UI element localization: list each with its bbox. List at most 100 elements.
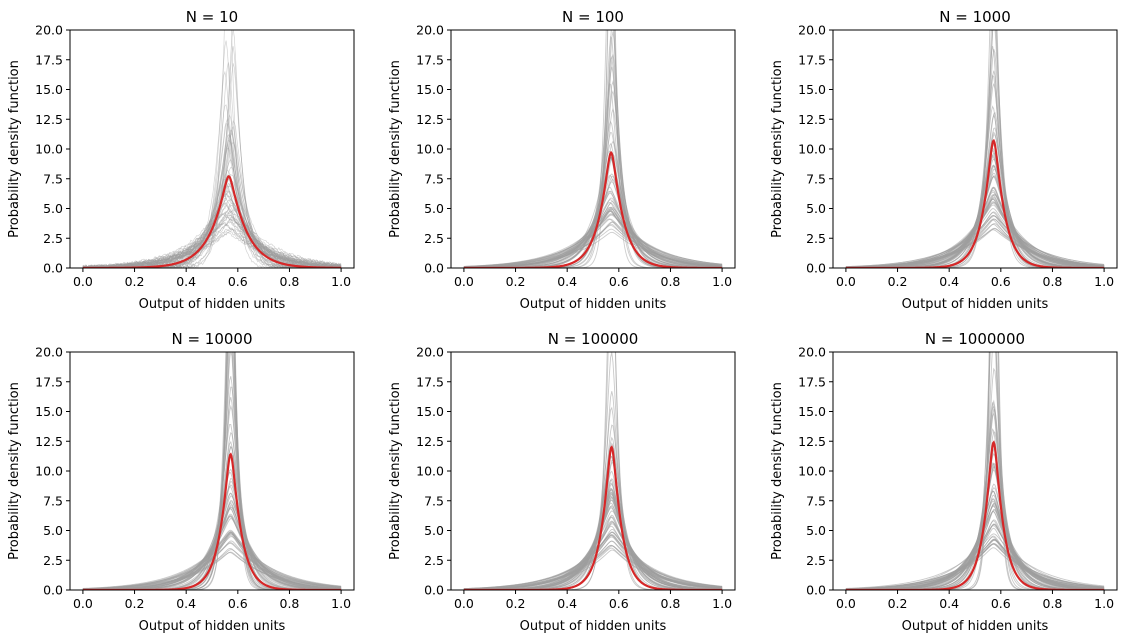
- sample-curve: [82, 227, 342, 268]
- sample-curve: [82, 195, 342, 268]
- x-axis-label: Output of hidden units: [902, 619, 1049, 634]
- y-tick-label: 5.0: [424, 201, 444, 216]
- y-tick-label: 17.5: [35, 374, 63, 389]
- y-axis-label: Probability density function: [388, 60, 403, 238]
- sample-curve: [463, 153, 723, 268]
- y-tick-label: 2.5: [806, 231, 826, 246]
- y-axis-label: Probability density function: [770, 382, 785, 560]
- y-tick-label: 17.5: [416, 374, 444, 389]
- subplot-1: 0.0 0.2 0.4 0.6 0.8 1.0 0.0 2.5 5.0 7.5 10.0 12.5 15…: [7, 8, 355, 312]
- x-tick-label: 0.2: [125, 274, 145, 289]
- y-tick-label: 5.0: [806, 201, 826, 216]
- curves-group: [845, 30, 1105, 268]
- sample-curve: [82, 214, 342, 268]
- x-axis-label: Output of hidden units: [139, 619, 286, 634]
- sample-curve: [82, 221, 342, 268]
- mean-curve: [463, 150, 723, 268]
- x-tick-label: 0.8: [1043, 274, 1063, 289]
- sample-curve: [463, 30, 723, 268]
- sample-curve: [82, 143, 342, 268]
- y-tick-label: 0.0: [806, 261, 826, 276]
- x-tick-label: 0.8: [661, 596, 681, 611]
- sample-curve: [845, 149, 1105, 268]
- x-tick-label: 0.6: [228, 274, 248, 289]
- subplot-title: N = 1000000: [925, 330, 1025, 348]
- sample-curve: [845, 176, 1105, 268]
- x-tick-label: 0.4: [939, 274, 959, 289]
- sample-curve: [845, 165, 1105, 268]
- sample-curve: [82, 202, 342, 268]
- sample-curve: [463, 488, 723, 590]
- sample-curve: [463, 150, 723, 268]
- x-tick-label: 0.6: [228, 596, 248, 611]
- y-tick-label: 2.5: [806, 553, 826, 568]
- x-tick-label: 0.2: [506, 596, 526, 611]
- x-tick-label: 0.8: [1043, 596, 1063, 611]
- sample-curve: [82, 516, 342, 590]
- y-tick-label: 0.0: [424, 261, 444, 276]
- x-axis-label: Output of hidden units: [139, 297, 286, 312]
- sample-curve: [845, 525, 1105, 590]
- x-tick-label: 0.0: [836, 274, 856, 289]
- sample-curve: [463, 488, 723, 590]
- y-tick-label: 10.0: [35, 464, 63, 479]
- x-tick-label: 0.8: [280, 596, 300, 611]
- curves-group: [82, 30, 342, 268]
- curves-group: [845, 352, 1105, 590]
- sample-curve: [463, 455, 723, 590]
- y-tick-label: 0.0: [806, 583, 826, 598]
- curves-group: [463, 352, 723, 590]
- sample-curve: [463, 489, 723, 590]
- y-axis-label: Probability density function: [7, 60, 22, 238]
- x-tick-label: 0.2: [506, 274, 526, 289]
- x-tick-label: 0.0: [836, 596, 856, 611]
- sample-curve: [82, 217, 342, 268]
- sample-curve: [463, 455, 723, 590]
- sample-curve: [463, 156, 723, 268]
- sample-curve: [463, 30, 723, 268]
- x-tick-label: 0.4: [939, 596, 959, 611]
- sample-curve: [82, 178, 342, 268]
- sample-curve: [845, 483, 1105, 590]
- sample-curve: [845, 401, 1105, 590]
- sample-curve: [845, 168, 1105, 268]
- mean-curve: [463, 445, 723, 590]
- y-tick-label: 2.5: [43, 231, 63, 246]
- sample-curve: [463, 156, 723, 268]
- y-tick-label: 0.0: [424, 583, 444, 598]
- y-tick-label: 17.5: [416, 52, 444, 67]
- sample-curve: [82, 221, 342, 268]
- y-axis-label: Probability density function: [388, 382, 403, 560]
- y-tick-label: 20.0: [35, 23, 63, 38]
- sample-curve: [82, 218, 342, 268]
- y-tick-label: 7.5: [43, 171, 63, 186]
- sample-curve: [845, 494, 1105, 590]
- sample-curve: [82, 231, 342, 268]
- sample-curve: [463, 491, 723, 590]
- sample-curve: [845, 165, 1105, 268]
- sample-curve: [463, 30, 723, 268]
- subplot-5: 0.0 0.2 0.4 0.6 0.8 1.0 0.0 2.5 5.0 7.5 10.0 12.5 15…: [388, 330, 736, 634]
- sample-curve: [82, 352, 342, 590]
- sample-curve: [845, 172, 1105, 268]
- sample-curve: [463, 442, 723, 590]
- sample-curve: [82, 198, 342, 268]
- y-tick-label: 17.5: [798, 374, 826, 389]
- x-tick-label: 0.0: [454, 274, 474, 289]
- x-tick-label: 0.8: [661, 274, 681, 289]
- y-tick-label: 15.0: [416, 404, 444, 419]
- y-tick-label: 7.5: [43, 493, 63, 508]
- sample-curve: [845, 352, 1105, 590]
- sample-curve: [82, 229, 342, 268]
- sample-curve: [845, 156, 1105, 268]
- y-axis-label: Probability density function: [770, 60, 785, 238]
- sample-curve: [845, 154, 1105, 268]
- sample-curve: [82, 104, 342, 268]
- sample-curve: [845, 198, 1105, 268]
- sample-curve: [82, 134, 342, 268]
- y-tick-label: 5.0: [43, 201, 63, 216]
- subplot-title: N = 100000: [548, 330, 639, 348]
- y-tick-label: 5.0: [806, 523, 826, 538]
- sample-curve: [845, 30, 1105, 268]
- x-axis-label: Output of hidden units: [520, 297, 667, 312]
